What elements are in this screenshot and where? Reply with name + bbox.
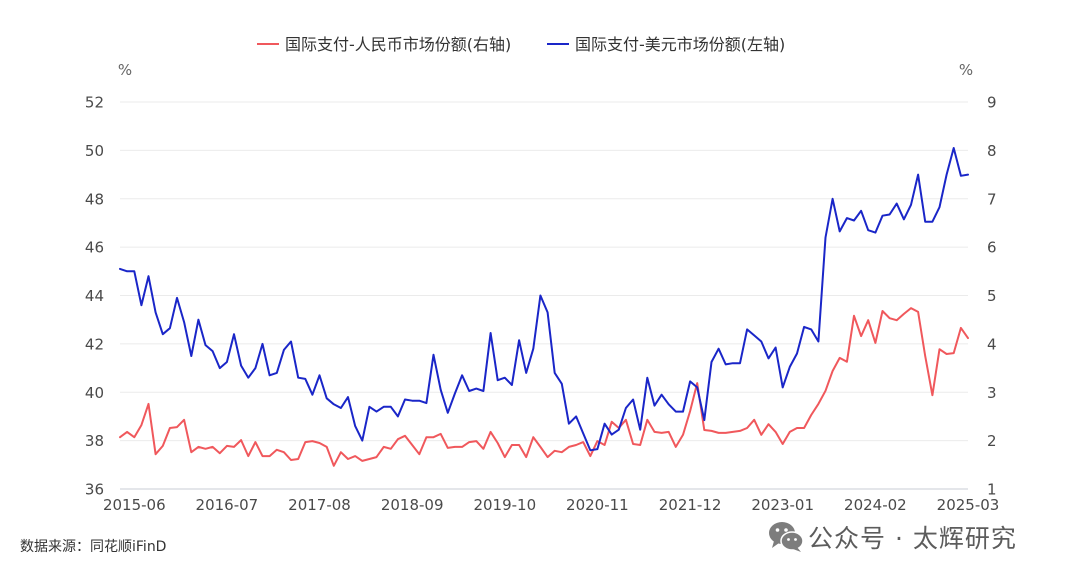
left-y-unit-label: % [118,61,132,79]
x-tick-label: 2023-01 [751,496,814,514]
right-y-axis: 1 2 3 4 5 6 7 8 9 [987,94,997,499]
right-y-tick-label: 7 [987,190,997,208]
legend-label-rmb-share: 国际支付-人民币市场份额(右轴) [285,35,511,54]
left-y-axis: 36 38 40 42 44 46 48 50 52 [85,94,104,499]
left-y-tick-label: 36 [85,481,104,499]
x-tick-label: 2020-11 [566,496,629,514]
watermark-text: 公众号 · 太辉研究 [808,524,1017,553]
x-tick-label: 2015-06 [103,496,166,514]
legend: 国际支付-人民币市场份额(右轴) 国际支付-美元市场份额(左轴) [257,35,785,54]
x-tick-label: 2019-10 [473,496,536,514]
series-lines [119,147,969,467]
legend-item-rmb-share: 国际支付-人民币市场份额(右轴) [257,35,511,54]
right-y-unit-label: % [959,61,973,79]
series-line-rmb-share [119,307,969,467]
right-y-tick-label: 8 [987,142,997,160]
x-tick-label: 2017-08 [288,496,351,514]
x-tick-label: 2024-02 [844,496,907,514]
grid-lines [120,101,968,442]
source-note: 数据来源：同花顺iFinD [20,539,167,555]
left-y-tick-label: 50 [85,142,104,160]
left-y-tick-label: 44 [85,287,104,305]
right-y-tick-label: 5 [987,287,997,305]
right-y-tick-label: 3 [987,384,997,402]
series-line-usd-share [119,147,969,452]
wechat-icon [768,521,804,553]
watermark: 公众号 · 太辉研究 [768,520,1017,554]
right-y-tick-label: 6 [987,239,997,257]
x-tick-label: 2016-07 [196,496,259,514]
left-y-tick-label: 38 [85,432,104,450]
right-y-tick-label: 1 [987,481,997,499]
left-y-tick-label: 42 [85,335,104,353]
left-y-tick-label: 46 [85,239,104,257]
left-y-tick-label: 48 [85,190,104,208]
left-y-tick-label: 52 [85,94,104,112]
left-y-tick-label: 40 [85,384,104,402]
right-y-tick-label: 9 [987,94,997,112]
legend-label-usd-share: 国际支付-美元市场份额(左轴) [575,35,785,54]
legend-item-usd-share: 国际支付-美元市场份额(左轴) [547,35,785,54]
x-axis: 2015-06 2016-07 2017-08 2018-09 2019-10 2020-… [103,488,1000,514]
x-tick-label: 2018-09 [381,496,444,514]
x-tick-label: 2025-03 [937,496,1000,514]
x-tick-label: 2021-12 [659,496,722,514]
right-y-tick-label: 4 [987,335,997,353]
right-y-tick-label: 2 [987,432,997,450]
